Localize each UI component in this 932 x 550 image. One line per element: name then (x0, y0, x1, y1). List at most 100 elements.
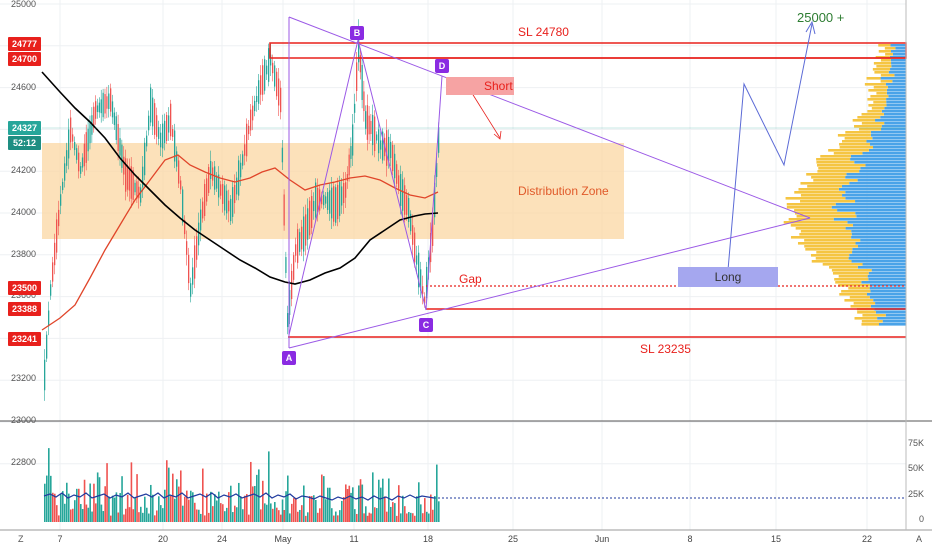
volume-profile-bar (872, 68, 891, 71)
projection-path (727, 23, 813, 271)
price-tick-label: 23200 (11, 373, 37, 384)
candle-body (388, 136, 390, 162)
volume-bar (150, 484, 152, 522)
volume-bar (125, 508, 127, 522)
volume-bar (384, 496, 386, 522)
volume-bar (293, 498, 295, 522)
volume-bar (174, 498, 176, 522)
volume-bar (128, 507, 131, 522)
volume-profile-bar (839, 146, 873, 149)
volume-bar (410, 512, 412, 522)
auto-scale-button[interactable]: A (916, 534, 923, 544)
volume-profile-bar (816, 158, 851, 161)
volume-profile-bar (881, 125, 906, 128)
volume-bar (164, 489, 166, 522)
candle-body (285, 257, 287, 273)
candle-body (398, 175, 400, 189)
price-tick-label: 23600 (11, 290, 37, 301)
candle-body (327, 192, 329, 210)
candle-body (366, 105, 369, 140)
candle-body (410, 213, 412, 232)
volume-profile-bar (800, 182, 850, 185)
volume-profile-bar (797, 242, 856, 245)
volume-profile-bar (872, 146, 906, 149)
candle-body (58, 209, 60, 227)
candle-body (252, 105, 254, 121)
volume-profile-bar (855, 242, 906, 245)
volume-profile-bar (857, 179, 906, 182)
volume-profile-bar (839, 143, 870, 146)
volume-bar (248, 514, 250, 522)
volume-bar (354, 509, 356, 522)
volume-bar (91, 511, 93, 522)
candle-body (416, 255, 418, 265)
volume-bar (111, 495, 114, 522)
candle-body (426, 266, 428, 299)
candle-body (315, 182, 317, 218)
volume-profile-bar (880, 80, 893, 83)
volume-profile-bar (794, 191, 846, 194)
volume-bar (226, 507, 228, 522)
volume-profile-bar (829, 266, 858, 269)
volume-profile-bar (855, 200, 906, 203)
candle-body (287, 313, 289, 327)
candle-body (93, 106, 95, 129)
price-tick-label: 24200 (11, 165, 37, 176)
candle-body (307, 208, 309, 240)
zoom-toggle-button[interactable]: Z (18, 534, 24, 544)
volume-profile-bar (870, 290, 906, 293)
volume-bar (319, 508, 321, 522)
candle-body (380, 140, 382, 150)
candle-body (228, 200, 230, 212)
candle-body (325, 196, 327, 204)
volume-profile-bar (815, 257, 849, 260)
volume-profile-bar (886, 98, 906, 101)
volume-profile-bar (888, 71, 906, 74)
volume-bar (321, 474, 323, 522)
point-a-marker: A (282, 351, 296, 365)
volume-bar (323, 476, 325, 522)
volume-profile-bar (845, 197, 906, 200)
volume-profile-bar (851, 260, 906, 263)
volume-bar (102, 511, 105, 522)
volume-profile-bar (796, 215, 857, 218)
candle-body (216, 175, 218, 189)
volume-profile-bar (813, 179, 858, 182)
volume-bar (368, 512, 371, 522)
volume-bar (176, 479, 178, 522)
time-tick-label: 18 (422, 534, 434, 544)
volume-ma-line (43, 492, 435, 501)
volume-bar (359, 479, 362, 522)
volume-bar (366, 515, 369, 522)
volume-profile-bar (810, 254, 850, 257)
volume-bar (356, 513, 358, 522)
candle-body (48, 310, 50, 327)
candle-body (126, 165, 129, 190)
candle-body (358, 27, 360, 63)
candle-body (214, 166, 216, 190)
volume-bar (408, 512, 410, 522)
volume-profile-bar (867, 110, 882, 113)
volume-bar (44, 483, 46, 522)
candle-body (392, 144, 394, 172)
candle-body (85, 132, 87, 163)
volume-bar (54, 493, 56, 522)
candle-body (72, 134, 74, 142)
candle-body (242, 154, 244, 166)
volume-profile-bar (878, 50, 891, 53)
candle-body (54, 242, 56, 266)
volume-bar (388, 478, 390, 522)
candle-body (438, 127, 440, 153)
candle-body (130, 166, 132, 199)
volume-bar (216, 500, 218, 522)
time-tick-label: 7 (57, 534, 63, 544)
volume-bar (83, 479, 86, 522)
candle-body (170, 103, 172, 137)
candle-body (246, 123, 248, 157)
candle-body (323, 194, 325, 206)
volume-bar (170, 495, 172, 522)
point-b-marker: B (350, 26, 364, 40)
volume-bar (297, 511, 299, 522)
volume-profile-bar (870, 305, 906, 308)
